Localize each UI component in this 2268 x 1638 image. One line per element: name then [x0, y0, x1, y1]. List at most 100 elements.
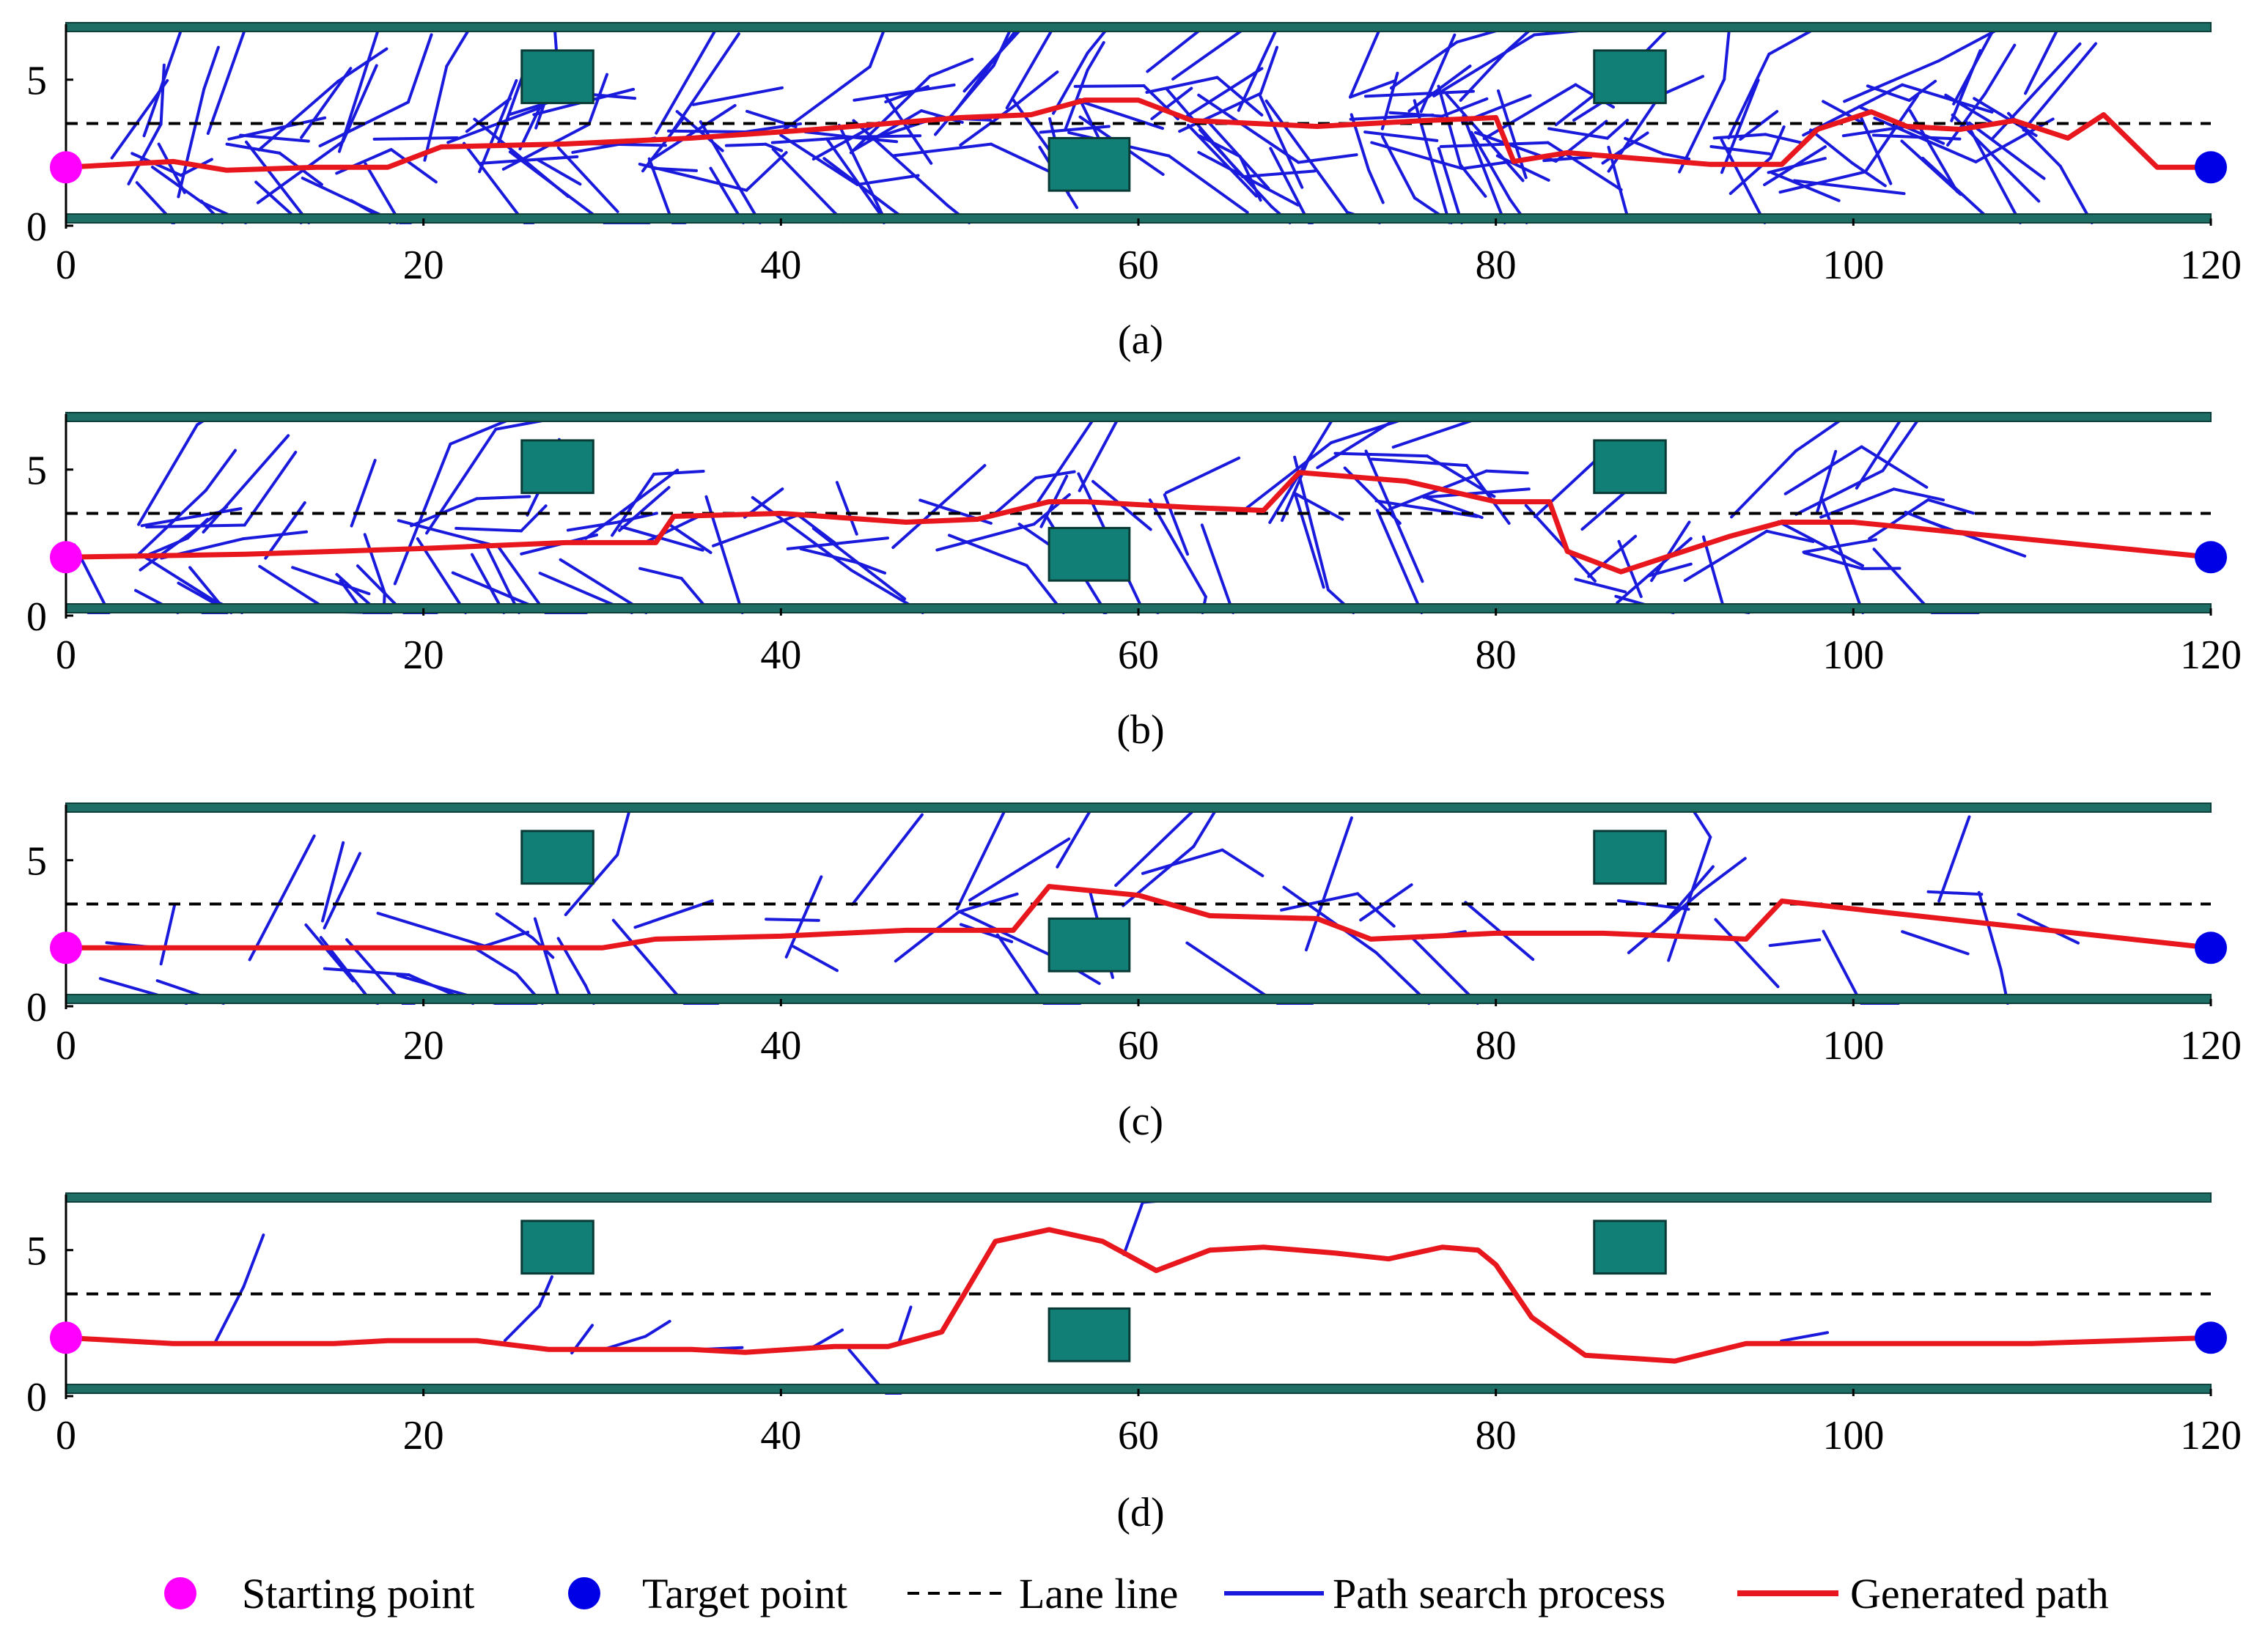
search-branch	[503, 1304, 541, 1343]
caption-b: (b)	[1116, 707, 1164, 753]
search-branch	[291, 566, 371, 596]
search-branch	[478, 78, 518, 174]
search-branch	[1359, 883, 1413, 922]
search-branch	[1767, 28, 1814, 56]
y-tick-label: 0	[26, 1375, 47, 1420]
legend-target-label: Target point	[642, 1570, 847, 1617]
search-branch	[241, 530, 309, 541]
target-point	[2195, 151, 2227, 184]
search-tree-a	[110, 28, 2098, 225]
search-branch	[1546, 141, 1623, 191]
search-branch	[1293, 455, 1330, 591]
search-branch	[955, 808, 1006, 911]
search-branch	[1292, 491, 1344, 521]
search-branch	[1859, 116, 1893, 185]
search-branch	[372, 136, 459, 141]
search-branch	[1198, 128, 1273, 209]
search-branch	[1465, 464, 1511, 525]
search-branch	[764, 142, 784, 152]
search-branch	[479, 155, 579, 165]
search-branch	[1484, 469, 1529, 475]
search-branch	[1078, 418, 1119, 492]
search-branch	[1714, 918, 1780, 989]
search-branch	[811, 121, 881, 161]
search-branch	[470, 553, 506, 615]
search-branch	[1770, 171, 1841, 202]
search-branch	[751, 495, 853, 572]
panel-b: 0 20 40 60 80 100 120 0 5 (b)	[26, 411, 2242, 753]
search-branch	[1860, 445, 1929, 489]
search-branch	[1767, 157, 1827, 174]
search-branch	[779, 133, 859, 186]
search-branch	[1709, 144, 1771, 155]
search-branch	[1037, 418, 1094, 503]
search-branch	[1146, 28, 1202, 73]
search-branch	[786, 536, 890, 550]
y-tick-label: 0	[26, 985, 47, 1030]
x-tick-label: 40	[760, 1413, 801, 1458]
search-branch	[337, 28, 380, 153]
search-branch	[321, 841, 345, 923]
search-branch	[1534, 455, 1601, 519]
search-branch	[264, 501, 306, 560]
x-tick-label: 80	[1476, 1023, 1517, 1069]
search-branch	[1237, 28, 1278, 112]
search-branch	[1794, 469, 1885, 516]
search-branch	[177, 87, 206, 199]
search-branch	[1855, 418, 1902, 490]
obstacle	[520, 1220, 594, 1275]
panel-c: 0 20 40 60 80 100 120 0 5 (c)	[26, 802, 2242, 1144]
search-branch	[1937, 28, 1998, 63]
search-branch	[1926, 890, 1984, 896]
search-branch	[483, 930, 530, 948]
search-branch	[799, 547, 858, 564]
obstacle	[1593, 439, 1667, 495]
x-tick-label: 20	[403, 1413, 444, 1458]
search-branch	[364, 162, 402, 225]
search-branch	[1150, 86, 1193, 121]
y-tick-label: 5	[26, 1229, 47, 1274]
marks-b	[50, 470, 2227, 575]
obstacle	[520, 830, 594, 885]
search-branch	[771, 147, 846, 224]
search-branch	[1868, 498, 1930, 540]
search-branch	[1316, 418, 1396, 470]
x-tick-label: 60	[1118, 1023, 1159, 1069]
obstacle	[1048, 136, 1131, 192]
search-branch	[1148, 498, 1207, 599]
search-branch	[691, 86, 784, 106]
search-branch	[484, 542, 520, 615]
search-branch	[248, 834, 316, 962]
search-branch	[633, 899, 714, 929]
search-branch	[1907, 79, 1937, 102]
search-branch	[1380, 135, 1416, 200]
generated-path	[65, 470, 2212, 575]
y-tick-label: 5	[26, 449, 47, 494]
search-branch	[110, 78, 169, 160]
search-branch	[995, 933, 1046, 1006]
start-point	[50, 541, 82, 574]
search-branch	[1114, 808, 1196, 888]
search-branch	[584, 468, 680, 540]
search-branch	[1280, 892, 1360, 912]
search-branch	[1264, 99, 1349, 214]
search-branch	[1243, 441, 1333, 512]
search-branch	[850, 813, 924, 907]
search-branch	[1866, 84, 1911, 102]
search-branch	[1282, 885, 1378, 954]
search-branch	[1777, 520, 1865, 567]
search-branch	[668, 523, 713, 554]
frame-d	[65, 1192, 2212, 1399]
search-branch	[1873, 117, 1978, 163]
search-branch	[1389, 40, 1459, 90]
search-branch	[778, 64, 872, 134]
search-branch	[202, 45, 220, 91]
search-branch	[1141, 848, 1224, 875]
obstacle	[520, 49, 594, 105]
search-branch	[475, 495, 531, 501]
search-branch	[1440, 97, 1489, 118]
search-branch	[928, 57, 974, 78]
search-branch	[968, 837, 1071, 902]
search-branch	[1293, 492, 1325, 589]
search-branch	[1967, 121, 2046, 180]
